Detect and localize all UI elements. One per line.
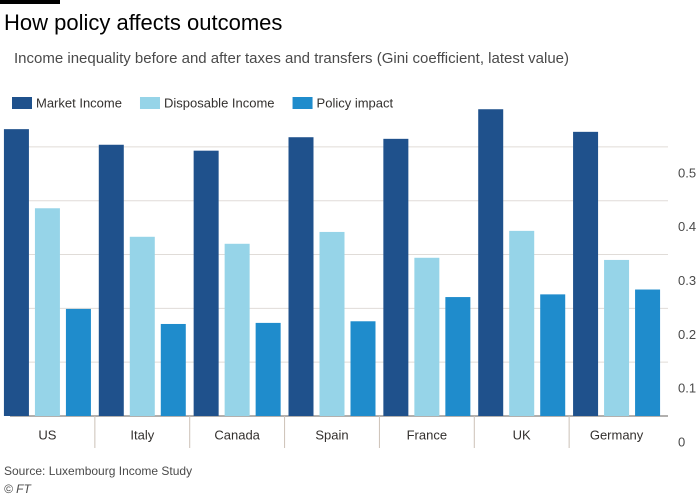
bar: [414, 257, 440, 416]
legend-label: Policy impact: [317, 95, 394, 110]
x-tick-label: France: [407, 427, 447, 442]
legend-label: Market Income: [36, 95, 122, 110]
bar: [160, 323, 186, 416]
bar: [255, 322, 281, 416]
y-tick-label: 0.3: [678, 273, 696, 288]
bar: [98, 144, 124, 417]
x-tick-label: Spain: [315, 427, 348, 442]
legend-swatch: [292, 97, 313, 109]
bar: [383, 138, 409, 416]
credit: © FT: [4, 482, 33, 496]
legend-swatch: [12, 97, 32, 109]
x-tick-label: UK: [513, 427, 531, 442]
y-tick-label: 0.5: [678, 165, 696, 180]
bar: [34, 208, 60, 416]
x-tick-label: US: [38, 427, 56, 442]
legend-swatch: [139, 97, 160, 109]
x-tick-label: Canada: [214, 427, 260, 442]
bar: [3, 129, 29, 416]
legend-label: Disposable Income: [164, 95, 275, 110]
bar: [193, 150, 219, 416]
bar: [509, 230, 535, 416]
bar: [65, 308, 91, 416]
brand-bar: [0, 0, 60, 4]
y-tick-label: 0.4: [678, 219, 696, 234]
y-tick-label: 0.1: [678, 381, 696, 396]
bar: [478, 109, 504, 417]
chart-title: How policy affects outcomes: [4, 10, 282, 35]
x-tick-label: Germany: [590, 427, 644, 442]
bar: [604, 259, 630, 416]
bar: [319, 231, 345, 416]
y-tick-label: 0: [678, 434, 685, 449]
bar: [224, 243, 250, 416]
y-tick-label: 0.2: [678, 327, 696, 342]
bar: [540, 294, 566, 416]
bar: [445, 297, 471, 416]
bar: [350, 321, 376, 416]
bar: [129, 236, 155, 416]
bar: [288, 137, 314, 417]
bar: [573, 131, 599, 416]
bar: [635, 289, 661, 416]
x-tick-label: Italy: [130, 427, 154, 442]
source: Source: Luxembourg Income Study: [4, 464, 192, 478]
chart-subtitle: Income inequality before and after taxes…: [14, 50, 569, 67]
